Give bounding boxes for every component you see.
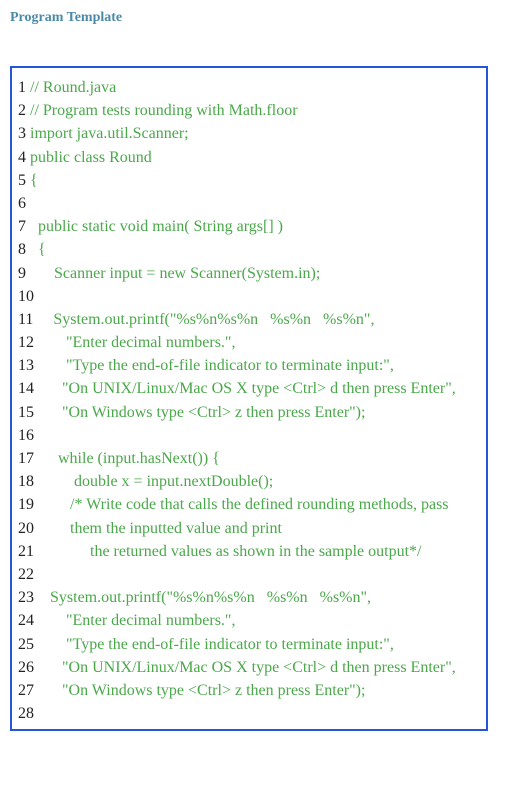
code-line: 14 "On UNIX/Linux/Mac OS X type <Ctrl> d… xyxy=(18,377,480,400)
line-number: 22 xyxy=(18,566,34,583)
line-number: 11 xyxy=(18,311,33,328)
code-line: 4 public class Round xyxy=(18,146,480,169)
line-number: 25 xyxy=(18,636,34,653)
code-line: 18 double x = input.nextDouble(); xyxy=(18,470,480,493)
code-text: "Type the end-of-file indicator to termi… xyxy=(34,636,394,653)
line-number: 12 xyxy=(18,334,34,351)
code-text: while (input.hasNext()) { xyxy=(34,450,220,467)
line-number: 26 xyxy=(18,659,34,676)
code-line: 26 "On UNIX/Linux/Mac OS X type <Ctrl> d… xyxy=(18,656,480,679)
code-text: System.out.printf("%s%n%s%n %s%n %s%n", xyxy=(34,589,371,606)
code-line: 13 "Type the end-of-file indicator to te… xyxy=(18,354,480,377)
code-line: 3 import java.util.Scanner; xyxy=(18,122,480,145)
line-number: 9 xyxy=(18,265,26,282)
line-number: 1 xyxy=(18,79,26,96)
code-line: 23 System.out.printf("%s%n%s%n %s%n %s%n… xyxy=(18,586,480,609)
code-line: 11 System.out.printf("%s%n%s%n %s%n %s%n… xyxy=(18,308,480,331)
code-text: // Round.java xyxy=(26,79,116,96)
code-text: { xyxy=(26,172,38,189)
line-number: 14 xyxy=(18,380,34,397)
code-text: "On Windows type <Ctrl> z then press Ent… xyxy=(34,682,365,699)
line-number: 7 xyxy=(18,218,26,235)
code-text: "On Windows type <Ctrl> z then press Ent… xyxy=(34,404,365,421)
code-text: "On UNIX/Linux/Mac OS X type <Ctrl> d th… xyxy=(34,380,456,397)
code-line: 9 Scanner input = new Scanner(System.in)… xyxy=(18,262,480,285)
code-line: 7 public static void main( String args[]… xyxy=(18,215,480,238)
line-number: 6 xyxy=(18,195,26,212)
line-number: 4 xyxy=(18,149,26,166)
line-number: 18 xyxy=(18,473,34,490)
code-line: 25 "Type the end-of-file indicator to te… xyxy=(18,633,480,656)
line-number: 2 xyxy=(18,102,26,119)
line-number: 5 xyxy=(18,172,26,189)
code-text: { xyxy=(26,241,46,258)
line-number: 20 xyxy=(18,520,34,537)
code-text: public class Round xyxy=(26,149,152,166)
line-number: 10 xyxy=(18,288,34,305)
code-line: 6 xyxy=(18,192,480,215)
code-text: double x = input.nextDouble(); xyxy=(34,473,273,490)
code-line: 8 { xyxy=(18,238,480,261)
code-text: "On UNIX/Linux/Mac OS X type <Ctrl> d th… xyxy=(34,659,456,676)
line-number: 27 xyxy=(18,682,34,699)
line-number: 23 xyxy=(18,589,34,606)
line-number: 19 xyxy=(18,496,34,513)
code-line: 15 "On Windows type <Ctrl> z then press … xyxy=(18,401,480,424)
code-text: Scanner input = new Scanner(System.in); xyxy=(26,265,320,282)
line-number: 3 xyxy=(18,125,26,142)
code-text: System.out.printf("%s%n%s%n %s%n %s%n", xyxy=(33,311,374,328)
code-text: "Type the end-of-file indicator to termi… xyxy=(34,357,394,374)
code-line: 12 "Enter decimal numbers.", xyxy=(18,331,480,354)
code-line: 21 the returned values as shown in the s… xyxy=(18,540,480,563)
code-line: 19 /* Write code that calls the defined … xyxy=(18,493,480,516)
code-text: /* Write code that calls the defined rou… xyxy=(34,496,449,513)
code-line: 17 while (input.hasNext()) { xyxy=(18,447,480,470)
code-line: 20 them the inputted value and print xyxy=(18,517,480,540)
line-number: 24 xyxy=(18,612,34,629)
code-line: 1 // Round.java xyxy=(18,76,480,99)
code-container: 1 // Round.java2 // Program tests roundi… xyxy=(18,76,480,725)
code-text: // Program tests rounding with Math.floo… xyxy=(26,102,298,119)
line-number: 13 xyxy=(18,357,34,374)
code-text: public static void main( String args[] ) xyxy=(26,218,283,235)
code-text: import java.util.Scanner; xyxy=(26,125,189,142)
code-line: 10 xyxy=(18,285,480,308)
code-text: "Enter decimal numbers.", xyxy=(34,612,235,629)
code-line: 5 { xyxy=(18,169,480,192)
code-text: them the inputted value and print xyxy=(34,520,282,537)
code-line: 27 "On Windows type <Ctrl> z then press … xyxy=(18,679,480,702)
line-number: 15 xyxy=(18,404,34,421)
code-text: "Enter decimal numbers.", xyxy=(34,334,235,351)
code-line: 28 xyxy=(18,702,480,725)
code-line: 22 xyxy=(18,563,480,586)
section-heading: Program Template xyxy=(10,10,498,26)
line-number: 21 xyxy=(18,543,34,560)
code-text: the returned values as shown in the samp… xyxy=(34,543,421,560)
line-number: 17 xyxy=(18,450,34,467)
line-number: 8 xyxy=(18,241,26,258)
code-line: 2 // Program tests rounding with Math.fl… xyxy=(18,99,480,122)
line-number: 16 xyxy=(18,427,34,444)
code-line: 24 "Enter decimal numbers.", xyxy=(18,609,480,632)
code-box: 1 // Round.java2 // Program tests roundi… xyxy=(10,66,488,731)
line-number: 28 xyxy=(18,705,34,722)
code-line: 16 xyxy=(18,424,480,447)
